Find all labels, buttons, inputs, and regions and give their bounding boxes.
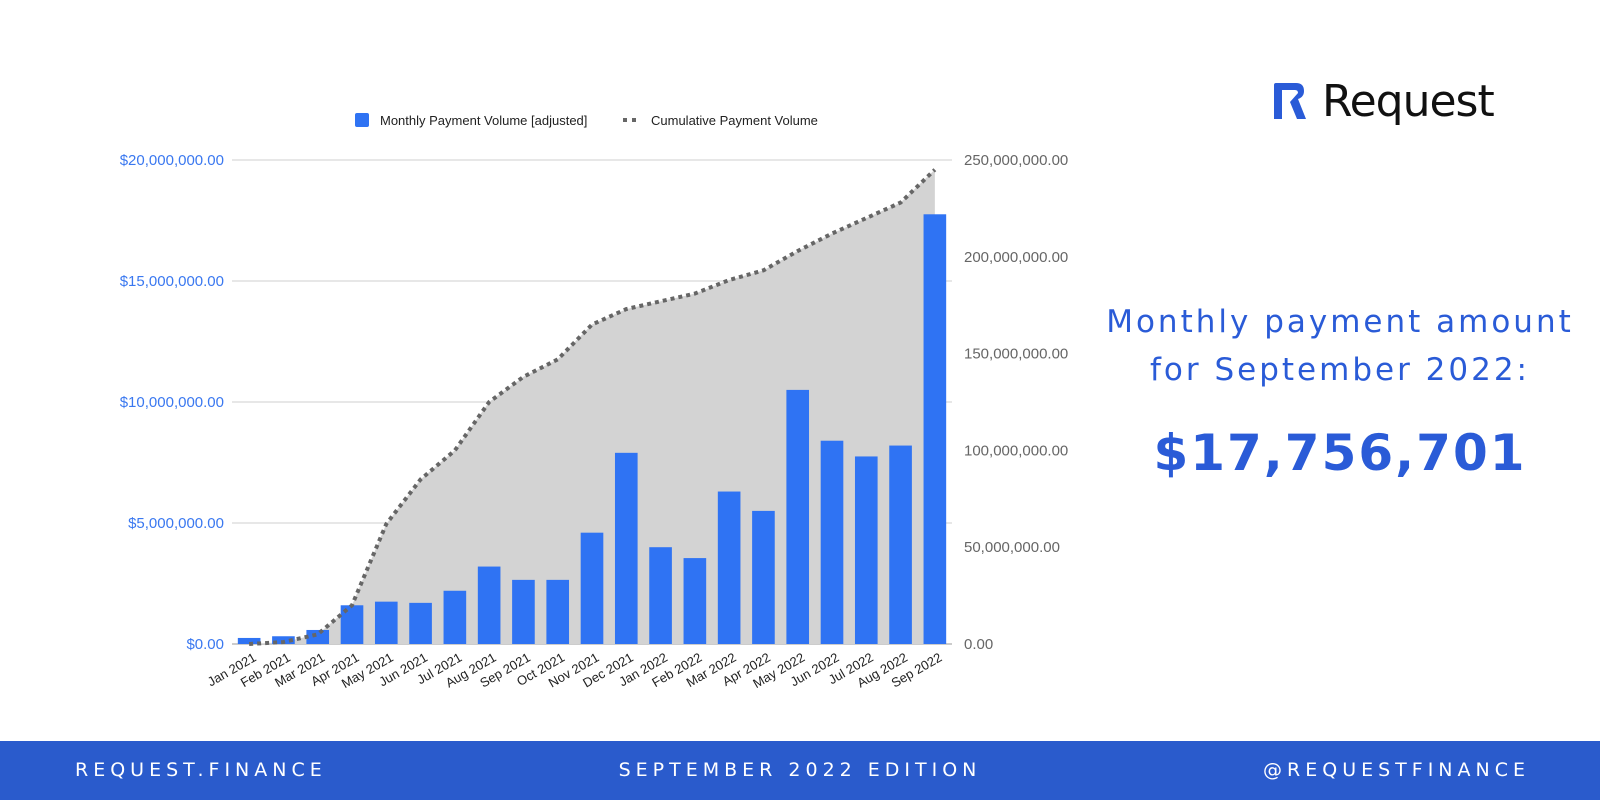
cumulative-line <box>249 168 937 646</box>
y-left-tick-label: $10,000,000.00 <box>120 394 224 411</box>
y-right-tick-label: 0.00 <box>964 636 993 653</box>
footer-edition: SEPTEMBER 2022 EDITION <box>618 759 982 781</box>
payment-volume-chart: $0.00 $5,000,000.00 $10,000,000.00 $15,000,… <box>120 113 1068 691</box>
bar-may-2022 <box>786 389 810 644</box>
headline: Monthly payment amount for September 202… <box>1090 298 1590 394</box>
bar-dec-2021 <box>614 452 638 644</box>
bar-apr-2021 <box>340 605 364 644</box>
bar-mar-2022 <box>717 491 741 644</box>
bar-sep-2021 <box>512 579 535 644</box>
request-logo-icon <box>1274 83 1306 119</box>
legend-line-label: Cumulative Payment Volume <box>651 113 818 128</box>
y-right-tick-label: 200,000,000.00 <box>964 249 1068 266</box>
bar-jul-2022 <box>854 456 878 644</box>
bar-jan-2021 <box>237 637 261 644</box>
legend-bar-swatch <box>355 113 369 127</box>
bar-jan-2022 <box>649 547 672 644</box>
legend-bar-label: Monthly Payment Volume [adjusted] <box>380 113 587 128</box>
monthly-amount: $17,756,701 <box>1153 424 1527 482</box>
y-right-tick-label: 150,000,000.00 <box>964 346 1068 363</box>
brand-logo: Request <box>1272 74 1495 128</box>
bar-feb-2022 <box>683 558 707 644</box>
bar-oct-2021 <box>546 579 570 644</box>
footer-handle: @REQUESTFINANCE <box>1263 759 1530 781</box>
bar-may-2021 <box>374 601 398 644</box>
y-left-tick-label: $5,000,000.00 <box>128 515 224 532</box>
brand-name: Request <box>1322 75 1495 127</box>
footer-website: REQUEST.FINANCE <box>75 759 327 781</box>
y-left-tick-label: $15,000,000.00 <box>120 273 224 290</box>
bar-mar-2021 <box>306 629 330 644</box>
bar-aug-2022 <box>889 445 912 644</box>
y-right-tick-label: 100,000,000.00 <box>964 442 1068 459</box>
bar-apr-2022 <box>752 510 775 644</box>
y-right-tick-label: 50,000,000.00 <box>964 539 1060 556</box>
y-right-tick-label: 250,000,000.00 <box>964 152 1068 169</box>
bar-jun-2022 <box>820 440 844 644</box>
bar-aug-2021 <box>477 566 501 644</box>
bar-nov-2021 <box>580 532 604 644</box>
y-left-tick-label: $20,000,000.00 <box>120 152 224 169</box>
footer-bar: REQUEST.FINANCE SEPTEMBER 2022 EDITION @… <box>0 741 1600 800</box>
y-left-tick-label: $0.00 <box>186 636 224 653</box>
bar-jun-2021 <box>409 602 432 644</box>
bar-sep-2022 <box>923 214 947 644</box>
headline-line-2: for September 2022: <box>1149 352 1531 388</box>
headline-line-1: Monthly payment amount <box>1106 304 1574 340</box>
bar-jul-2021 <box>443 590 467 644</box>
